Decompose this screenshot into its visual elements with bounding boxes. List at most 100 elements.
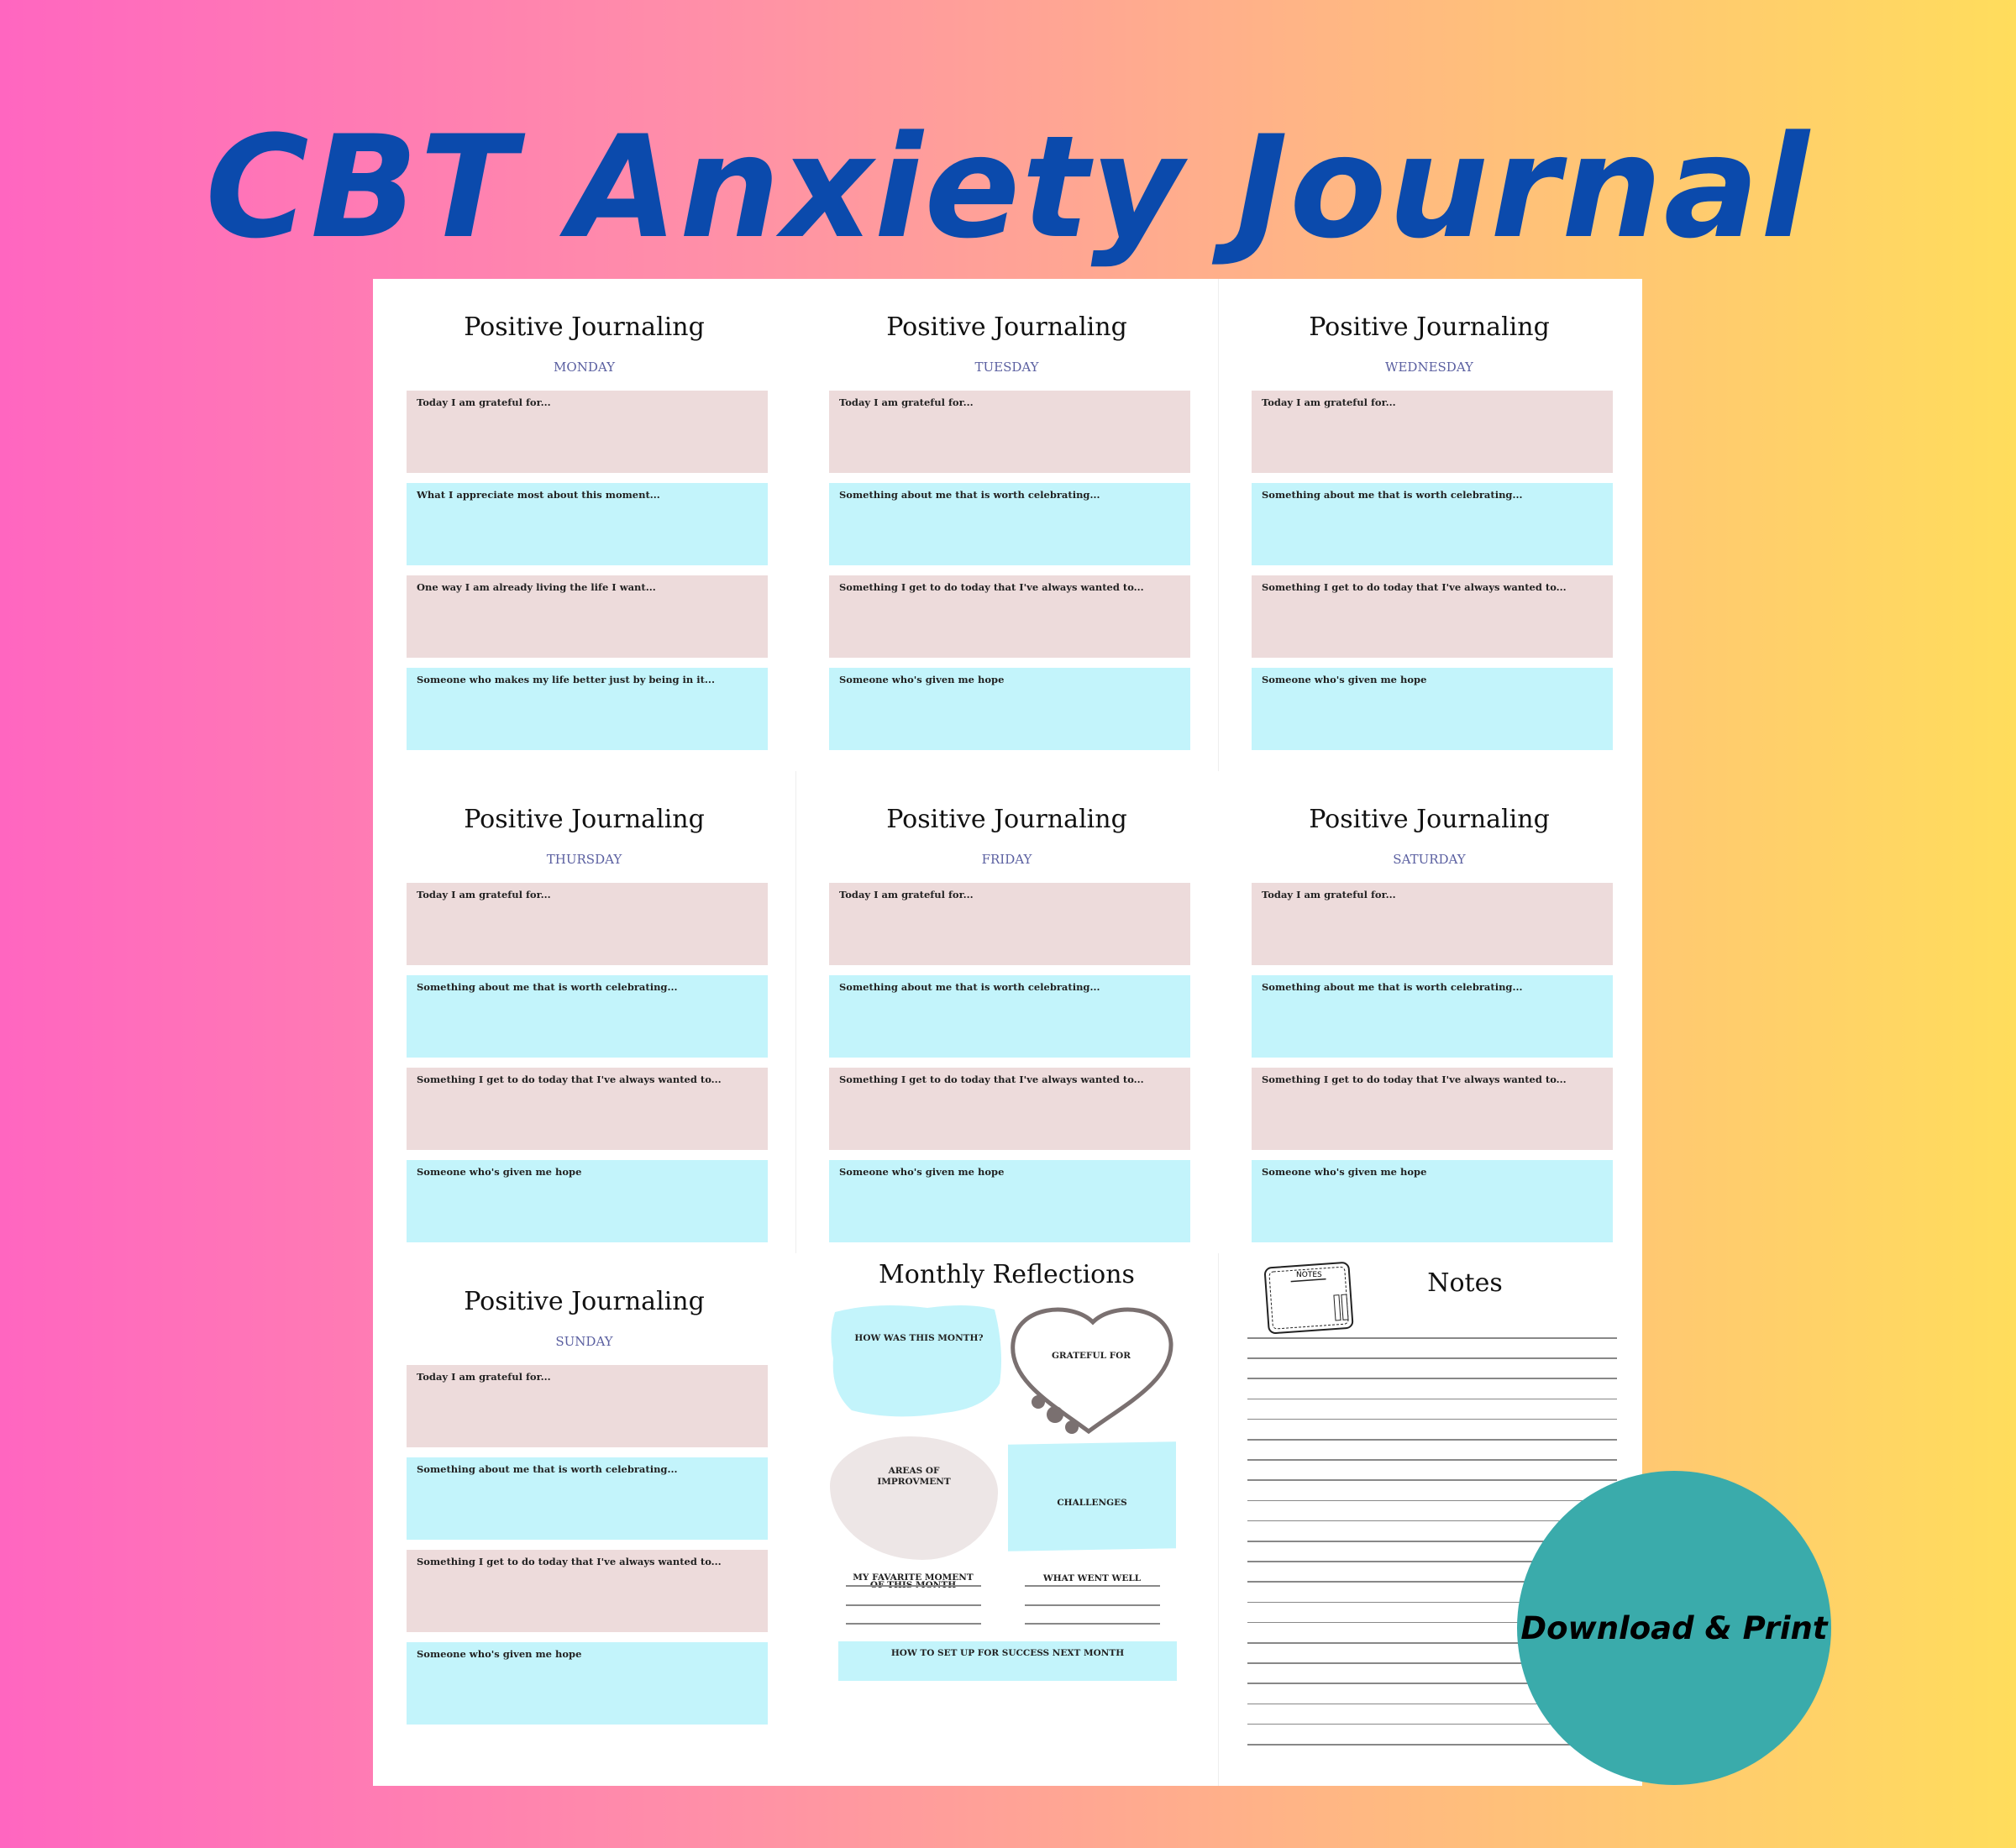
monthly-title: Monthly Reflections <box>879 1260 1135 1289</box>
journal-entry-box[interactable]: Something I get to do today that I've al… <box>1252 1068 1613 1150</box>
prompt-label: Something about me that is worth celebra… <box>417 1463 678 1475</box>
notes-line[interactable] <box>1247 1662 1617 1664</box>
notes-line[interactable] <box>1247 1703 1617 1705</box>
main-title: CBT Anxiety Journal <box>205 105 1811 270</box>
journal-entry-box[interactable]: Today I am grateful for... <box>829 883 1190 965</box>
journal-entry-box[interactable]: Someone who's given me hope <box>1252 668 1613 750</box>
prompt-label: Someone who's given me hope <box>417 1166 582 1178</box>
journal-entry-box[interactable]: Someone who's given me hope <box>829 1160 1190 1242</box>
prompt-label: Today I am grateful for... <box>839 396 974 408</box>
journal-day-tuesday: Positive Journaling TUESDAY Today I am gra… <box>795 279 1218 766</box>
prompt-label: Today I am grateful for... <box>417 396 551 408</box>
success-box[interactable]: HOW TO SET UP FOR SUCCESS NEXT MONTH <box>838 1641 1177 1681</box>
notes-line[interactable] <box>1247 1541 1617 1542</box>
notes-line[interactable] <box>1247 1479 1617 1481</box>
notes-line[interactable] <box>1247 1520 1617 1522</box>
download-print-button[interactable]: Download & Print <box>1517 1471 1831 1785</box>
writing-line[interactable] <box>846 1585 981 1587</box>
day-label: SATURDAY <box>1393 852 1466 867</box>
section-title: Positive Journaling <box>464 312 705 342</box>
day-label: THURSDAY <box>546 852 622 867</box>
prompt-label: Something about me that is worth celebra… <box>839 981 1100 993</box>
notes-line[interactable] <box>1247 1378 1617 1379</box>
writing-line[interactable] <box>846 1604 981 1606</box>
prompt-label: Something about me that is worth celebra… <box>839 489 1100 501</box>
section-title: Positive Journaling <box>886 312 1127 342</box>
journal-entry-box[interactable]: Something I get to do today that I've al… <box>407 1068 768 1150</box>
prompt-label: Someone who makes my life better just by… <box>417 674 715 685</box>
prompt-label: Today I am grateful for... <box>417 889 551 900</box>
notes-icon: NOTES <box>1264 1262 1354 1334</box>
download-print-label: Download & Print <box>1520 1609 1828 1646</box>
prompt-label: Someone who's given me hope <box>839 1166 1005 1178</box>
prompt-label: Something I get to do today that I've al… <box>1262 1074 1567 1085</box>
day-label: TUESDAY <box>974 360 1039 375</box>
journal-entry-box[interactable]: Someone who's given me hope <box>1252 1160 1613 1242</box>
heart-icon <box>1011 1307 1173 1435</box>
journal-entry-box[interactable]: Today I am grateful for... <box>407 883 768 965</box>
notes-line[interactable] <box>1247 1439 1617 1441</box>
divider <box>795 771 796 1253</box>
journal-entry-box[interactable]: Someone who's given me hope <box>407 1642 768 1725</box>
prompt-label: Something I get to do today that I've al… <box>1262 581 1567 593</box>
journal-entry-box[interactable]: Something about me that is worth celebra… <box>829 483 1190 565</box>
notes-line[interactable] <box>1247 1418 1617 1420</box>
prompt-label: Today I am grateful for... <box>417 1371 551 1383</box>
journal-entry-box[interactable]: Today I am grateful for... <box>407 391 768 473</box>
journal-entry-box[interactable]: Something about me that is worth celebra… <box>407 975 768 1058</box>
writing-line[interactable] <box>1025 1623 1160 1625</box>
notes-line[interactable] <box>1247 1723 1617 1725</box>
section-title: Positive Journaling <box>464 805 705 834</box>
journal-entry-box[interactable]: One way I am already living the life I w… <box>407 575 768 658</box>
journal-entry-box[interactable]: Something about me that is worth celebra… <box>1252 483 1613 565</box>
notes-line[interactable] <box>1247 1357 1617 1359</box>
areas-blob <box>830 1436 998 1560</box>
journal-entry-box[interactable]: Today I am grateful for... <box>1252 391 1613 473</box>
journal-entry-box[interactable]: Today I am grateful for... <box>407 1365 768 1447</box>
day-label: MONDAY <box>554 360 615 375</box>
divider <box>1218 1253 1219 1786</box>
writing-line[interactable] <box>846 1623 981 1625</box>
notes-line[interactable] <box>1247 1398 1617 1400</box>
journal-entry-box[interactable]: Today I am grateful for... <box>829 391 1190 473</box>
notes-line[interactable] <box>1247 1581 1617 1583</box>
prompt-label: Someone who's given me hope <box>1262 1166 1427 1178</box>
success-label: HOW TO SET UP FOR SUCCESS NEXT MONTH <box>890 1648 1125 1658</box>
went-well-label: WHAT WENT WELL <box>1042 1573 1142 1583</box>
notes-line[interactable] <box>1247 1561 1617 1562</box>
challenges-blob <box>1008 1441 1176 1551</box>
notes-line[interactable] <box>1247 1744 1617 1746</box>
prompt-label: Something about me that is worth celebra… <box>1262 981 1523 993</box>
notes-line[interactable] <box>1247 1499 1617 1502</box>
journal-entry-box[interactable]: Something I get to do today that I've al… <box>1252 575 1613 658</box>
notes-line[interactable] <box>1247 1459 1617 1461</box>
journal-entry-box[interactable]: Today I am grateful for... <box>1252 883 1613 965</box>
prompt-label: Something about me that is worth celebra… <box>417 981 678 993</box>
divider <box>1218 279 1219 771</box>
notes-line[interactable] <box>1247 1642 1617 1644</box>
journal-entry-box[interactable]: Someone who's given me hope <box>407 1160 768 1242</box>
journal-entry-box[interactable]: Something about me that is worth celebra… <box>829 975 1190 1058</box>
prompt-label: Something I get to do today that I've al… <box>417 1074 722 1085</box>
journal-entry-box[interactable]: Something about me that is worth celebra… <box>1252 975 1613 1058</box>
writing-line[interactable] <box>1025 1585 1160 1587</box>
section-title: Positive Journaling <box>886 805 1127 834</box>
prompt-label: What I appreciate most about this moment… <box>417 489 660 501</box>
notes-line[interactable] <box>1247 1683 1617 1684</box>
journal-entry-box[interactable]: Someone who's given me hope <box>829 668 1190 750</box>
journal-entry-box[interactable]: Someone who makes my life better just by… <box>407 668 768 750</box>
notes-line[interactable] <box>1247 1601 1617 1604</box>
areas-label-2: IMPROVMENT <box>877 1477 951 1487</box>
grateful-for-label: GRATEFUL FOR <box>1051 1351 1131 1361</box>
notes-line[interactable] <box>1247 1337 1617 1339</box>
writing-line[interactable] <box>1025 1604 1160 1606</box>
prompt-label: Someone who's given me hope <box>839 674 1005 685</box>
journal-entry-box[interactable]: Something about me that is worth celebra… <box>407 1457 768 1540</box>
journal-entry-box[interactable]: What I appreciate most about this moment… <box>407 483 768 565</box>
journal-entry-box[interactable]: Something I get to do today that I've al… <box>407 1550 768 1632</box>
notes-line[interactable] <box>1247 1621 1617 1624</box>
journal-day-monday: Positive Journaling MONDAY Today I am grat… <box>373 279 795 766</box>
journal-entry-box[interactable]: Something I get to do today that I've al… <box>829 1068 1190 1150</box>
journal-entry-box[interactable]: Something I get to do today that I've al… <box>829 575 1190 658</box>
prompt-label: Something I get to do today that I've al… <box>417 1556 722 1567</box>
